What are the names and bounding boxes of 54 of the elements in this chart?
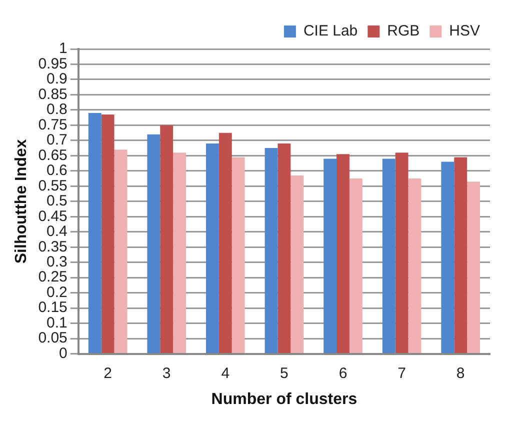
- x-tick-label: 6: [338, 364, 348, 382]
- y-tick-label: 0.35: [38, 238, 68, 256]
- bar: [206, 143, 219, 354]
- y-tick-label: 1: [59, 40, 68, 58]
- y-axis-title: Silhoutthe Index: [13, 139, 30, 264]
- bar: [467, 182, 480, 354]
- y-tick-label: 0.3: [46, 254, 68, 270]
- bar: [264, 148, 278, 354]
- bar: [218, 132, 232, 354]
- bar: [349, 178, 362, 354]
- x-tick-label: 2: [104, 364, 112, 382]
- y-tick-label: 0.1: [46, 314, 68, 332]
- bar: [173, 152, 186, 354]
- bar: [290, 175, 304, 354]
- x-tick-label: 4: [221, 364, 230, 382]
- y-tick-label: 0: [59, 344, 68, 362]
- legend-label: CIE Lab: [303, 22, 358, 40]
- x-tick-label: 7: [398, 364, 406, 382]
- bar: [88, 113, 102, 354]
- bar: [336, 154, 350, 354]
- bar: [147, 134, 160, 354]
- y-tick-label: 0.7: [46, 132, 68, 149]
- y-tick-label: 0.2: [46, 284, 68, 301]
- bar: [441, 162, 454, 354]
- y-tick-label: 0.9: [46, 70, 68, 88]
- y-tick-label: 0.05: [38, 330, 68, 347]
- x-tick-label: 3: [162, 364, 171, 382]
- bar: [101, 114, 114, 354]
- x-tick-label: 5: [280, 364, 288, 382]
- bar: [114, 150, 128, 354]
- x-axis-title: Number of clusters: [211, 390, 358, 408]
- x-tick-label: 8: [456, 364, 465, 382]
- y-tick-label: 0.15: [38, 299, 68, 316]
- legend-label: RGB: [387, 22, 420, 40]
- bar: [232, 157, 245, 354]
- bar: [324, 158, 337, 354]
- bar: [382, 158, 396, 354]
- y-tick-label: 0.85: [38, 86, 68, 103]
- y-tick-label: 0.6: [46, 162, 68, 180]
- bar: [395, 152, 408, 354]
- y-tick-label: 0.65: [38, 146, 68, 164]
- bar: [278, 143, 291, 354]
- y-tick-label: 0.45: [38, 208, 68, 225]
- bar: [160, 125, 174, 354]
- y-tick-label: 0.55: [38, 177, 68, 194]
- y-tick-label: 0.95: [38, 55, 68, 72]
- y-tick-label: 0.25: [38, 268, 68, 286]
- bar: [408, 178, 422, 354]
- y-tick-label: 0.5: [46, 192, 68, 210]
- y-tick-label: 0.8: [46, 101, 68, 118]
- y-tick-label: 0.4: [46, 223, 68, 240]
- legend-label: HSV: [449, 22, 480, 40]
- bar: [454, 157, 468, 354]
- y-tick-label: 0.75: [38, 116, 68, 134]
